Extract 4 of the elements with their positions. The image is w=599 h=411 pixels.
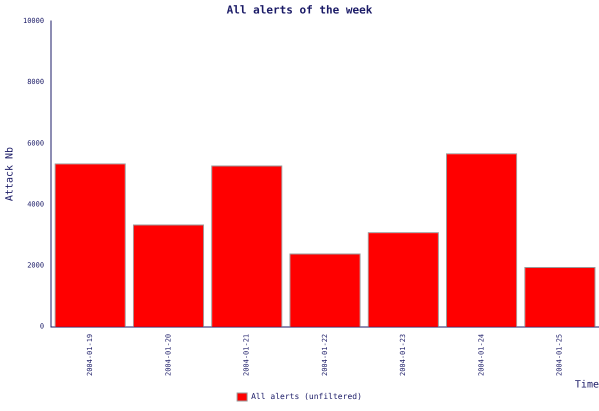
chart-title: All alerts of the week [226,3,373,16]
legend-label: All alerts (unfiltered) [251,392,362,402]
y-axis-title: Attack Nb [4,146,16,202]
x-axis-title: Time [574,380,599,391]
